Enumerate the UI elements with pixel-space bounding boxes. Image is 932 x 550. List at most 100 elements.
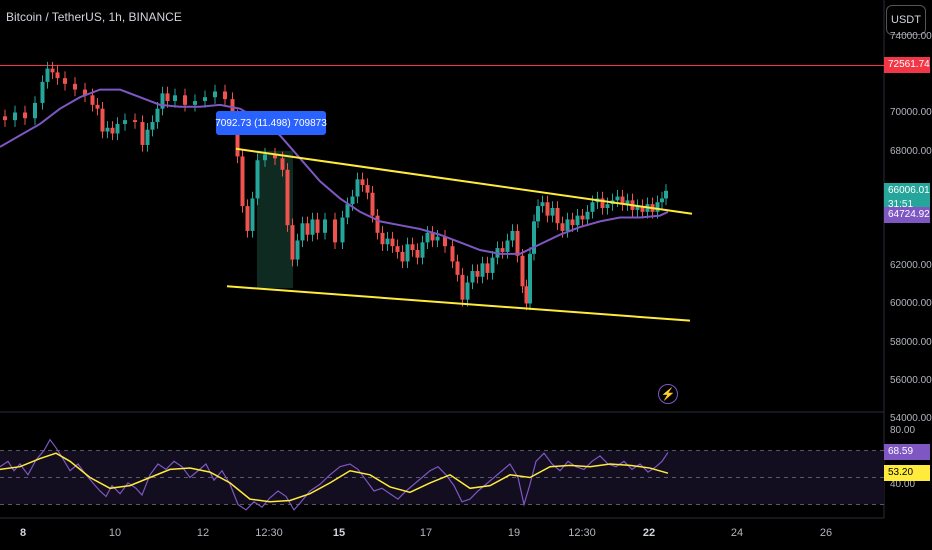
candle-body [3,116,7,121]
candle-body [524,286,529,304]
candle-body [620,196,625,205]
candle-body [110,127,115,134]
chart-title: Bitcoin / TetherUS, 1h, BINANCE [6,10,182,24]
price-tag: 72561.74 [884,57,930,74]
time-tick-label: 12 [196,527,210,539]
rsi-value-tag: 53.20 [884,465,930,482]
candle-body [528,253,532,304]
candle-body [50,68,55,73]
time-tick-label: 12:30 [255,527,283,539]
lightning-icon[interactable]: ⚡ [658,384,678,404]
candle-body [300,223,305,241]
time-tick-label: 15 [332,527,346,539]
candle-body [615,196,620,201]
candle-body [295,240,300,260]
candle-body [470,271,475,283]
candle-body [410,244,415,251]
candle-body [360,179,365,186]
candle-body [550,207,555,216]
rsi-line [0,438,669,511]
candle-body [536,206,540,222]
candle-body [140,122,145,145]
measure-tooltip: 7092.73 (11.498) 709873 [215,111,327,135]
moving-average-line [0,88,669,255]
candle-body [285,169,290,226]
price-tick-label: 56000.00 [890,374,932,386]
candle-body [455,261,460,275]
candle-body [465,282,470,300]
candle-body [635,206,640,210]
candle-body [355,179,360,197]
time-tick-label: 10 [108,527,122,539]
candle-body [460,274,465,300]
candle-body [90,95,95,105]
candle-body [570,219,575,226]
candle-body [193,101,197,105]
candle-body [145,129,150,145]
price-tag: 66006.01 [884,182,930,199]
candle-body [425,232,430,243]
candle-body [133,120,137,123]
candle-body [150,122,155,130]
time-tick-label: 8 [19,527,27,539]
rsi-tick-label: 80.00 [890,425,916,436]
candle-body [345,204,350,218]
candle-body [203,97,207,102]
candle-body [375,215,380,233]
candle-body [655,202,660,212]
candle-body [625,200,630,205]
candle-body [640,206,645,212]
candle-body [400,251,405,262]
candle-body [263,154,267,161]
candle-body [310,219,315,235]
candle-body [33,102,37,119]
candle-body [415,250,420,258]
candle-body [350,196,355,205]
candle-body [385,238,390,245]
candle-body [155,108,160,123]
candle-body [240,156,245,207]
price-tick-label: 68000.00 [890,145,932,157]
channel-upper-line [235,147,693,215]
candle-body [235,116,240,157]
candle-body [273,154,277,159]
candle-body [443,236,447,247]
candle-body [183,95,187,105]
candle-body [173,95,177,102]
candle-body [395,246,400,252]
candle-body [430,232,435,241]
candle-body [83,89,87,96]
rsi-ma-line [0,452,669,503]
time-tick-label: 12:30 [568,527,596,539]
currency-button[interactable]: USDT [886,5,926,35]
candle-body [315,219,320,233]
candle-body [580,215,585,220]
candle-body [115,123,120,134]
candle-body [575,215,580,226]
candle-body [450,246,455,262]
candle-body [520,255,525,287]
candle-body [660,198,664,203]
candle-body [590,202,595,212]
candle-body [223,91,227,100]
price-tick-label: 74000.00 [890,31,932,42]
candle-body [123,120,127,124]
candle-body [560,223,565,231]
time-tick-label: 22 [642,527,656,539]
candle-body [485,263,490,273]
candle-body [555,207,560,224]
candle-body [565,219,570,231]
time-tick-label: 26 [819,527,833,539]
candle-body [664,190,668,199]
candle-body [340,217,345,243]
candle-body [405,244,410,262]
candle-body [280,158,285,170]
candle-body [365,185,370,193]
candle-body [475,271,480,277]
candle-body [213,91,217,98]
candle-body [605,204,610,208]
channel-lower-line [226,285,691,322]
candle-body [63,78,67,84]
candle-body [435,236,440,241]
